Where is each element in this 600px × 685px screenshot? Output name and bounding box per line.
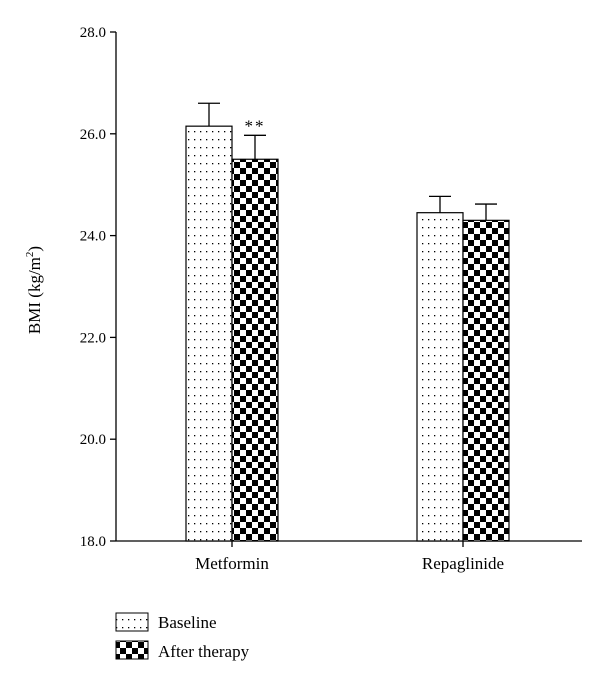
legend-label-after-therapy: After therapy: [158, 642, 250, 661]
y-tick-label: 28.0: [80, 25, 106, 41]
bar: [462, 219, 510, 542]
significance-annotation: **: [245, 116, 266, 135]
y-tick-label: 24.0: [80, 229, 106, 245]
y-tick-label: 26.0: [80, 127, 106, 143]
y-tick-label: 20.0: [80, 432, 106, 448]
category-label: Metformin: [195, 554, 269, 573]
y-axis-label: BMI (kg/m2): [24, 246, 44, 334]
bar: [185, 125, 233, 542]
legend-label-baseline: Baseline: [158, 613, 217, 632]
bar: [231, 158, 279, 542]
category-label: Repaglinide: [422, 554, 504, 573]
legend-swatch-after-therapy: [115, 640, 149, 660]
bars: **: [185, 102, 510, 542]
legend: Baseline After therapy: [115, 612, 250, 661]
y-tick-label: 18.0: [80, 534, 106, 550]
bar: [416, 212, 464, 542]
legend-swatch-baseline: [115, 612, 149, 632]
category-labels: Metformin Repaglinide: [195, 554, 504, 573]
y-tick-label: 22.0: [80, 330, 106, 346]
